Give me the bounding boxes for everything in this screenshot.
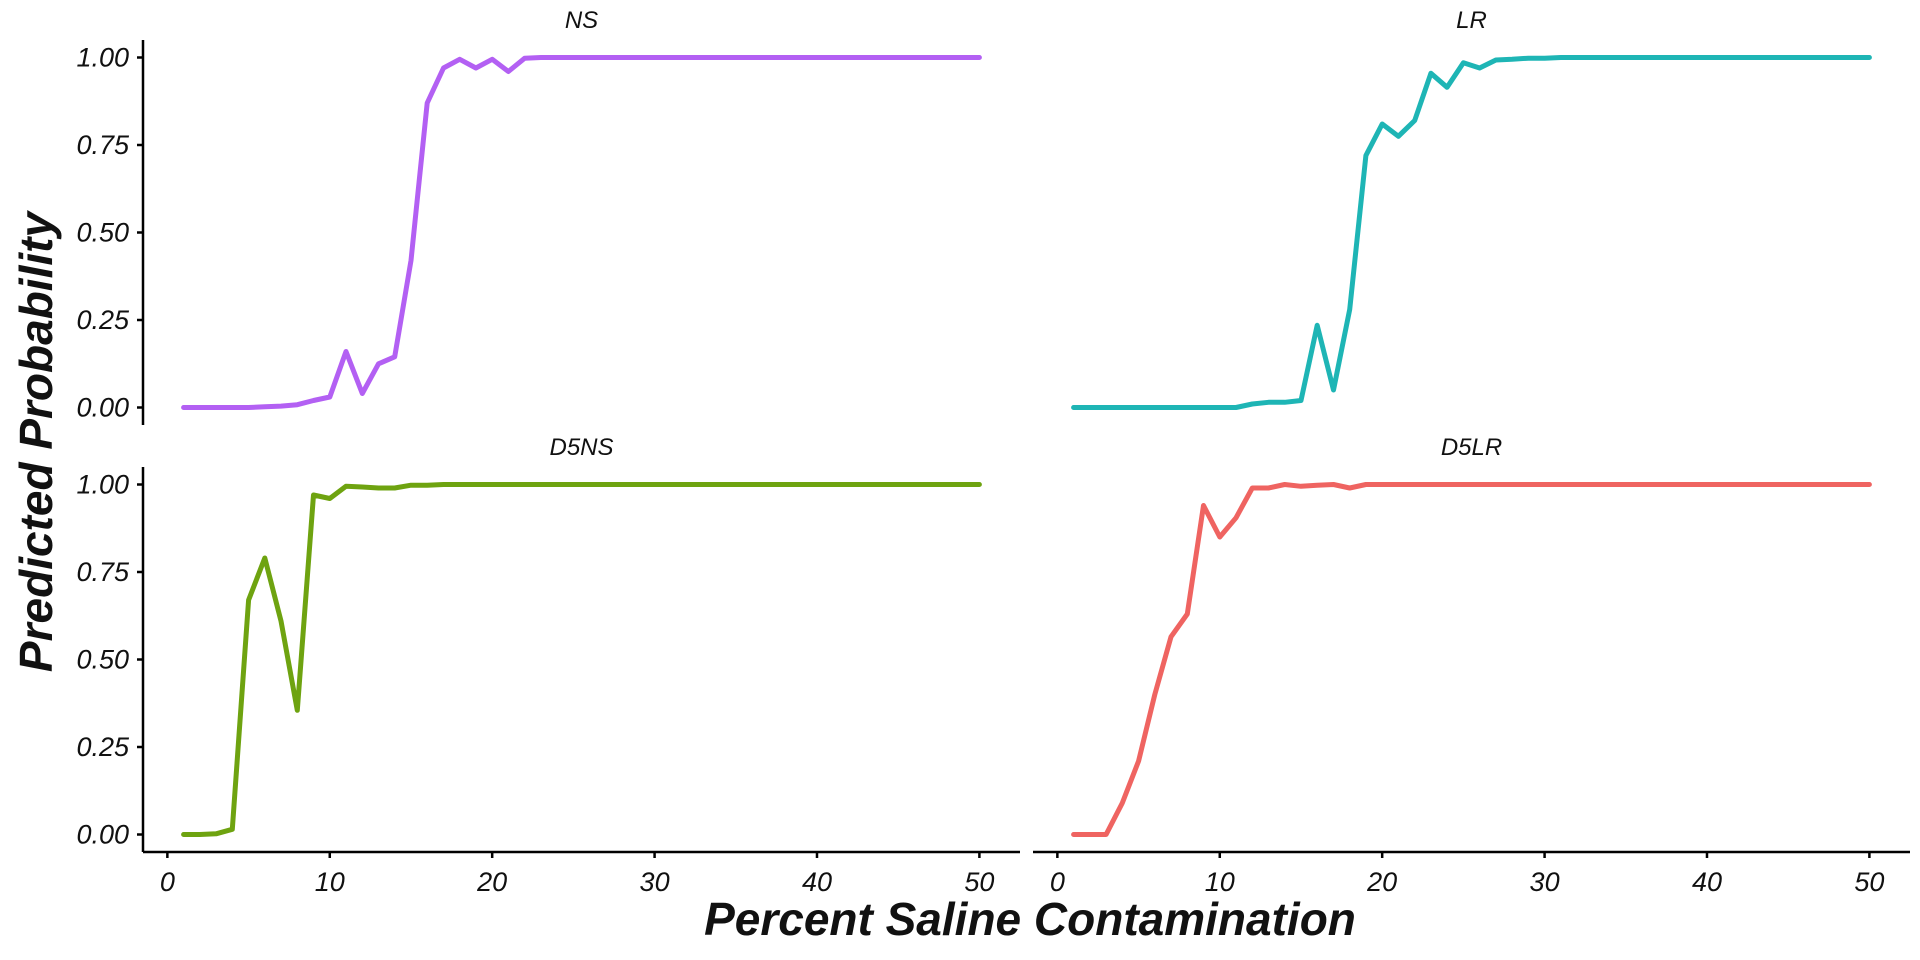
y-tick-label: 0.25 <box>76 305 130 335</box>
y-tick-label: 0.50 <box>76 645 129 675</box>
panel-title: D5NS <box>549 434 613 461</box>
x-tick-label: 30 <box>1530 867 1560 897</box>
y-tick-label: 1.00 <box>76 470 129 500</box>
panel-lr: LR <box>1071 7 1872 410</box>
x-tick-label: 30 <box>640 867 670 897</box>
y-tick-label: 0.50 <box>76 218 129 248</box>
panel-ns: NS 0.00 0.25 0.50 0.75 1.00 <box>76 7 982 425</box>
panel-title: LR <box>1456 7 1487 34</box>
panel-d5ns: D5NS 0.00 0.25 0.50 0.75 1.00 0 10 20 30 40 50 <box>76 434 1020 897</box>
x-tick-label: 10 <box>315 867 345 897</box>
y-tick-label: 0.00 <box>76 820 129 850</box>
x-tick-label: 20 <box>476 867 507 897</box>
x-tick-label: 50 <box>964 867 994 897</box>
panel-d5lr: D5LR 0 10 20 30 40 50 <box>1033 434 1910 897</box>
x-tick-label: 0 <box>1050 867 1065 897</box>
x-axis-title: Percent Saline Contamination <box>704 893 1356 945</box>
x-tick-label: 20 <box>1366 867 1397 897</box>
y-tick-label: 0.00 <box>76 393 129 423</box>
x-tick-label: 40 <box>1692 867 1722 897</box>
series-line-lr <box>1071 55 1872 410</box>
x-tick-label: 0 <box>160 867 175 897</box>
panel-title: D5LR <box>1441 434 1502 461</box>
y-axis-title: Predicted Probability <box>10 210 62 673</box>
x-tick-label: 50 <box>1854 867 1884 897</box>
y-tick-label: 1.00 <box>76 43 129 73</box>
series-line-d5ns <box>181 482 982 837</box>
x-tick-label: 40 <box>802 867 832 897</box>
series-line-d5lr <box>1071 482 1872 837</box>
y-tick-label: 0.25 <box>76 732 130 762</box>
x-tick-label: 10 <box>1205 867 1235 897</box>
panel-title: NS <box>565 7 598 34</box>
y-tick-label: 0.75 <box>76 557 130 587</box>
series-line-ns <box>181 55 982 410</box>
panels-layer: NS 0.00 0.25 0.50 0.75 1.00 LR D5NS 0.00 0.25 0.50… <box>76 7 1910 897</box>
y-tick-label: 0.75 <box>76 130 130 160</box>
